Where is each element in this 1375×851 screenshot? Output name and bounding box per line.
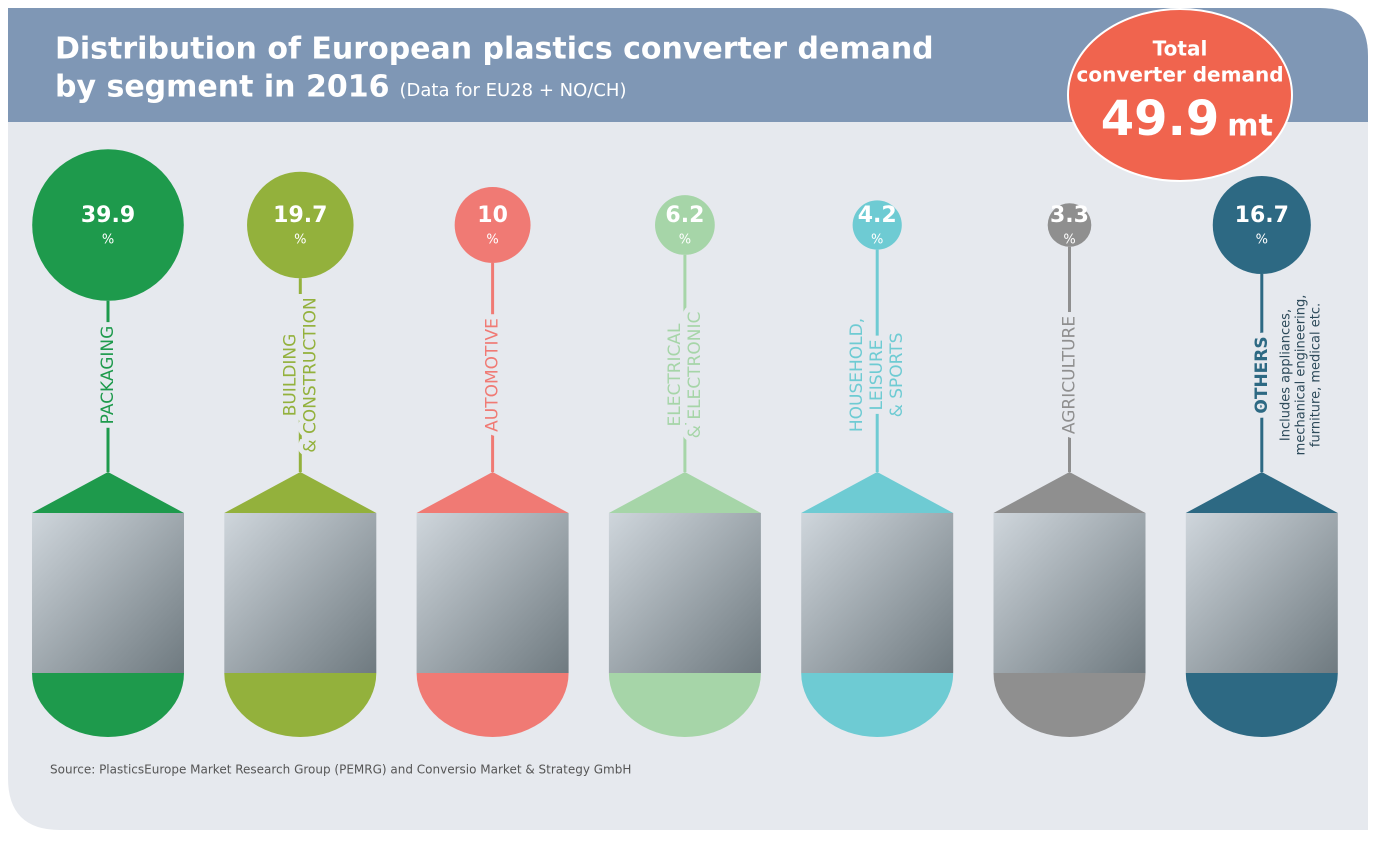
title-line: Distribution of European plastics conver… xyxy=(55,32,934,67)
category-label: & ELECTRONIC xyxy=(685,312,705,439)
infographic: Distribution of European plastics conver… xyxy=(0,0,1375,851)
category-label: & SPORTS xyxy=(887,333,907,418)
value-label: 16.7 xyxy=(1235,203,1289,228)
photo xyxy=(32,513,184,673)
photo xyxy=(609,513,761,673)
photo xyxy=(1186,513,1338,673)
source: Source: PlasticsEurope Market Research G… xyxy=(50,763,631,777)
total-unit: mt xyxy=(1227,109,1273,144)
photo xyxy=(801,513,953,673)
value-label: 19.7 xyxy=(273,203,327,228)
unit-label: % xyxy=(486,233,498,248)
unit-label: % xyxy=(1063,233,1075,248)
total-value: 49.9 xyxy=(1101,91,1219,147)
category-label: AGRICULTURE xyxy=(1060,316,1080,434)
value-label: 10 xyxy=(477,203,508,228)
others-note: Includes appliances, xyxy=(1278,309,1293,441)
category-label: & CONSTRUCTION xyxy=(300,297,320,452)
unit-label: % xyxy=(102,233,114,248)
category-label: OTHERS xyxy=(1252,336,1272,413)
total-label: converter demand xyxy=(1076,63,1283,87)
title-line: by segment in 2016 xyxy=(55,70,389,105)
unit-label: % xyxy=(294,233,306,248)
category-label: AUTOMOTIVE xyxy=(483,318,503,432)
category-label: PACKAGING xyxy=(98,326,118,425)
photo xyxy=(994,513,1146,673)
photo xyxy=(417,513,569,673)
value-label: 4.2 xyxy=(858,203,897,228)
value-label: 39.9 xyxy=(81,203,135,228)
category-label: BUILDING xyxy=(280,334,300,417)
others-note: mechanical engineering, xyxy=(1293,295,1308,456)
category-label: ELECTRICAL xyxy=(665,323,685,427)
category-label: LEISURE xyxy=(867,339,887,410)
subtitle: (Data for EU28 + NO/CH) xyxy=(399,80,626,101)
unit-label: % xyxy=(679,233,691,248)
others-note: furniture, medical etc. xyxy=(1308,303,1323,447)
category-label: HOUSEHOLD, xyxy=(847,318,867,432)
value-label: 6.2 xyxy=(665,203,704,228)
unit-label: % xyxy=(871,233,883,248)
total-label: Total xyxy=(1153,37,1208,61)
photo xyxy=(224,513,376,673)
unit-label: % xyxy=(1256,233,1268,248)
value-label: 3.3 xyxy=(1050,203,1089,228)
